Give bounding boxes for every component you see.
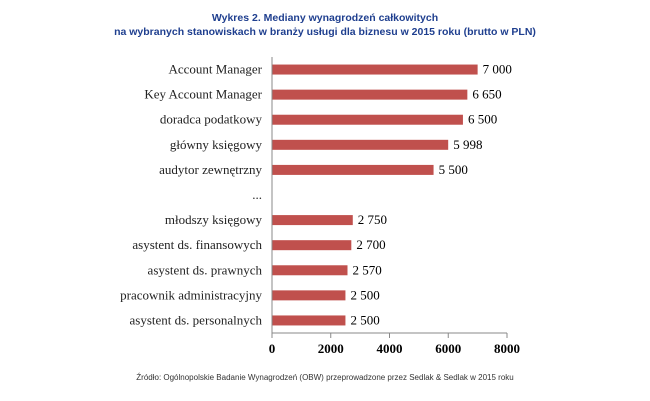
bar: [272, 64, 478, 75]
x-tick-label: 4000: [377, 341, 403, 356]
category-label: pracownik administracyjny: [120, 287, 262, 302]
category-label: główny księgowy: [170, 137, 263, 152]
x-tick-label: 2000: [318, 341, 344, 356]
x-tick-label: 6000: [435, 341, 461, 356]
data-label: 2 500: [350, 312, 379, 327]
source-note: Źródło: Ogólnopolskie Badanie Wynagrodze…: [136, 373, 514, 382]
data-label: 2 700: [356, 237, 385, 252]
category-label: asystent ds. finansowych: [132, 237, 262, 252]
data-label: 2 570: [352, 262, 381, 277]
bar: [272, 240, 352, 251]
category-label: doradca podatkowy: [160, 112, 263, 127]
bar: [272, 89, 468, 100]
bar: [272, 315, 346, 326]
bar: [272, 139, 449, 150]
bar: [272, 290, 346, 301]
data-label: 7 000: [483, 62, 512, 77]
bar: [272, 215, 353, 226]
x-tick-label: 8000: [494, 341, 520, 356]
chart-title: Wykres 2. Mediany wynagrodzeń całkowityc…: [211, 12, 439, 24]
category-label: młodszy księgowy: [165, 212, 263, 227]
x-tick-label: 0: [269, 341, 276, 356]
data-label: 6 650: [472, 87, 501, 102]
data-label: 5 500: [439, 162, 468, 177]
bar: [272, 114, 463, 125]
data-label: 5 998: [453, 137, 482, 152]
category-label: ...: [252, 187, 262, 202]
category-label: audytor zewnętrzny: [159, 162, 262, 177]
category-label: asystent ds. prawnych: [148, 262, 263, 277]
bar: [272, 265, 348, 276]
bar: [272, 164, 434, 175]
data-label: 2 750: [358, 212, 387, 227]
category-label: Account Manager: [169, 62, 263, 77]
data-label: 6 500: [468, 112, 497, 127]
chart-subtitle: na wybranych stanowiskach w branży usług…: [114, 26, 536, 38]
category-label: Key Account Manager: [144, 87, 262, 102]
category-label: asystent ds. personalnych: [129, 312, 262, 327]
data-label: 2 500: [350, 287, 379, 302]
